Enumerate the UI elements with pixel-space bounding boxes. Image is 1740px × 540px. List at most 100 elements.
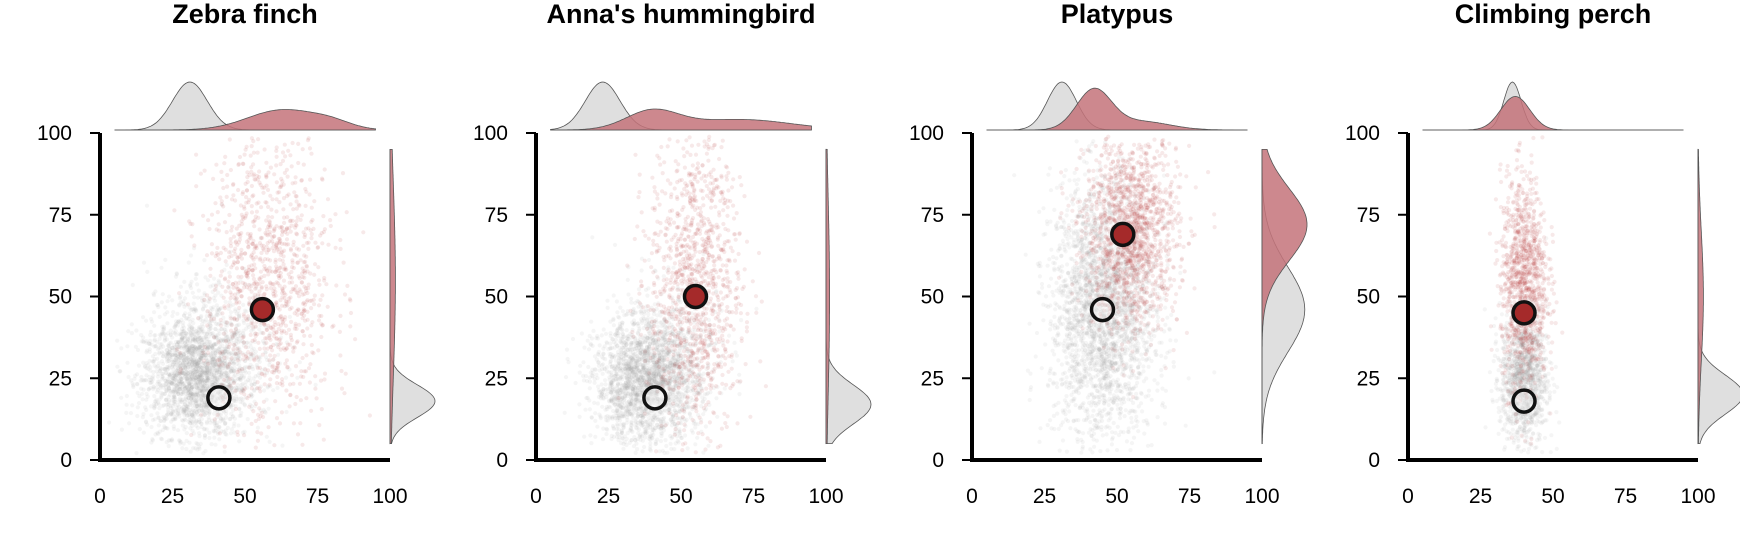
scatter-point bbox=[188, 449, 193, 454]
scatter-point bbox=[152, 357, 157, 362]
scatter-point bbox=[157, 429, 162, 434]
scatter-point bbox=[229, 253, 234, 258]
scatter-point bbox=[300, 355, 305, 361]
scatter-point bbox=[149, 342, 154, 347]
scatter-point bbox=[255, 430, 260, 435]
scatter-point bbox=[152, 310, 157, 315]
scatter-point bbox=[283, 323, 289, 328]
scatter-point bbox=[228, 384, 233, 389]
scatter-point bbox=[280, 380, 285, 385]
scatter-point bbox=[222, 377, 227, 383]
scatter-point bbox=[234, 386, 240, 391]
scatter-point bbox=[646, 312, 651, 317]
scatter-point bbox=[703, 424, 709, 429]
scatter-point bbox=[145, 394, 150, 399]
scatter-point bbox=[222, 355, 227, 360]
scatter-point bbox=[226, 384, 231, 389]
scatter-point bbox=[198, 325, 203, 330]
gray-points bbox=[562, 235, 759, 456]
scatter-point bbox=[139, 333, 144, 338]
scatter-point bbox=[130, 403, 135, 408]
scatter-point bbox=[289, 275, 295, 280]
scatter-point bbox=[164, 352, 169, 357]
scatter-point bbox=[184, 409, 189, 414]
scatter-point bbox=[255, 438, 260, 443]
scatter-point bbox=[300, 329, 305, 334]
scatter-point bbox=[183, 331, 188, 336]
scatter-point bbox=[241, 389, 246, 394]
scatter-point bbox=[212, 341, 217, 346]
scatter-point bbox=[246, 324, 252, 330]
scatter-point bbox=[278, 323, 283, 328]
scatter-point bbox=[244, 379, 249, 384]
scatter-point bbox=[179, 332, 184, 337]
scatter-point bbox=[593, 434, 598, 439]
scatter-point bbox=[259, 371, 264, 376]
scatter-point bbox=[282, 284, 287, 289]
scatter-point bbox=[165, 426, 170, 431]
scatter-point bbox=[255, 380, 260, 385]
scatter-point bbox=[174, 356, 179, 361]
scatter-point bbox=[200, 307, 205, 312]
scatter-point bbox=[305, 298, 310, 303]
scatter-point bbox=[176, 357, 181, 362]
scatter-point bbox=[189, 362, 194, 367]
scatter-point bbox=[183, 417, 188, 423]
scatter-point bbox=[180, 389, 185, 395]
scatter-point bbox=[308, 177, 313, 182]
scatter-point bbox=[207, 384, 212, 389]
scatter-point bbox=[162, 312, 168, 317]
scatter-point bbox=[174, 389, 179, 394]
scatter-point bbox=[207, 409, 212, 414]
scatter-point bbox=[311, 297, 316, 302]
scatter-point bbox=[586, 364, 591, 370]
scatter-point bbox=[124, 410, 129, 415]
scatter-point bbox=[259, 410, 264, 415]
scatter-point bbox=[212, 429, 217, 434]
scatter-point bbox=[312, 302, 317, 307]
x-tick-label: 100 bbox=[372, 485, 407, 508]
scatter-point bbox=[238, 376, 243, 381]
scatter-point bbox=[213, 356, 219, 361]
scatter-point bbox=[182, 349, 187, 354]
scatter-point bbox=[152, 333, 157, 338]
scatter-point bbox=[227, 137, 232, 142]
scatter-point bbox=[177, 296, 182, 301]
scatter-point bbox=[215, 413, 220, 418]
scatter-point bbox=[635, 414, 640, 419]
scatter-point bbox=[224, 375, 229, 380]
scatter-point bbox=[198, 344, 203, 350]
scatter-point bbox=[170, 335, 175, 340]
scatter-point bbox=[264, 160, 269, 165]
scatter-point bbox=[168, 403, 173, 409]
scatter-point bbox=[160, 361, 166, 366]
scatter-point bbox=[172, 324, 177, 329]
scatter-point bbox=[261, 399, 266, 404]
scatter-point bbox=[316, 348, 321, 353]
scatter-point bbox=[252, 387, 257, 392]
scatter-point bbox=[194, 404, 199, 409]
scatter-point bbox=[126, 329, 131, 334]
scatter-point bbox=[107, 420, 112, 425]
scatter-point bbox=[272, 172, 277, 177]
scatter-point bbox=[211, 360, 216, 365]
scatter-point bbox=[279, 232, 285, 237]
scatter-point bbox=[127, 421, 132, 426]
scatter-point bbox=[232, 365, 237, 370]
scatter-point bbox=[184, 376, 189, 382]
scatter-point bbox=[205, 368, 210, 374]
scatter-point bbox=[275, 385, 280, 390]
scatter-point bbox=[303, 226, 309, 231]
scatter-point bbox=[200, 340, 205, 345]
scatter-point bbox=[291, 421, 296, 426]
scatter-point bbox=[263, 200, 268, 205]
scatter-point bbox=[152, 344, 157, 349]
scatter-point bbox=[298, 217, 303, 222]
scatter-point bbox=[202, 351, 207, 356]
scatter-point bbox=[185, 348, 190, 353]
scatter-point bbox=[204, 421, 209, 426]
scatter-point bbox=[135, 413, 140, 419]
scatter-point bbox=[164, 440, 169, 445]
scatter-point bbox=[221, 393, 226, 398]
scatter-point bbox=[177, 371, 182, 377]
